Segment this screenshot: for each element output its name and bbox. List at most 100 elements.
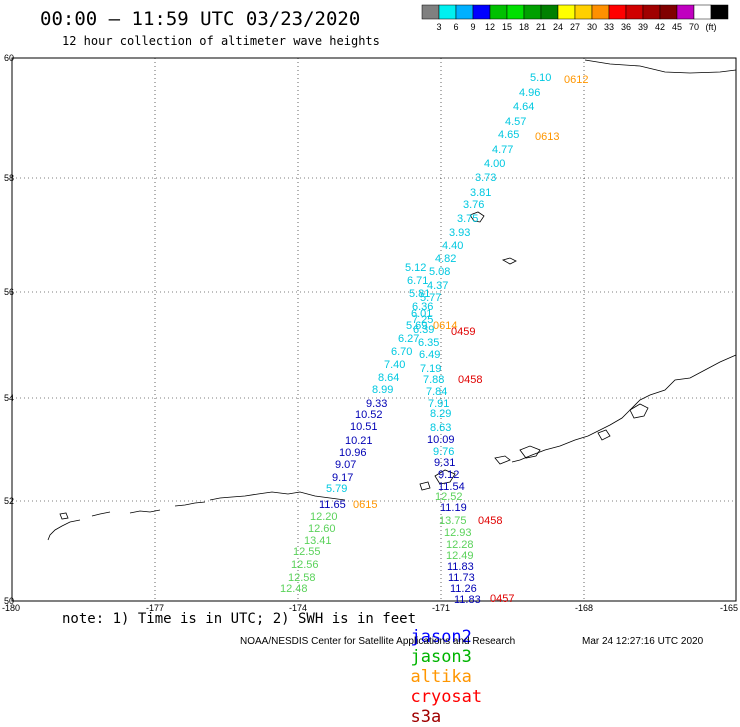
coastline-rat-islands: [129, 509, 161, 514]
lon-tick-label: -174: [289, 603, 307, 613]
wave-height-label: 3.81: [470, 187, 491, 199]
wave-height-label: 5.79: [326, 483, 347, 495]
wave-height-label: 11.83: [454, 594, 481, 606]
colorbar-swatch: [574, 4, 593, 20]
wave-height-label: 12.49: [446, 550, 474, 562]
colorbar-swatch: [421, 4, 440, 20]
wave-height-label: 12.28: [446, 539, 474, 551]
colorbar-label: 33: [604, 22, 614, 32]
wave-height-label: 3.76: [463, 199, 484, 211]
wave-height-label: 5.10: [530, 72, 551, 84]
wave-height-label: 7.40: [384, 359, 405, 371]
wave-height-label: 11.83: [447, 561, 474, 573]
colorbar-swatch: [523, 4, 542, 20]
colorbar-label: 6: [453, 22, 458, 32]
wave-height-label: 12.52: [435, 491, 463, 503]
pass-time-label: 0614: [433, 320, 457, 332]
wave-height-label: 4.57: [505, 116, 526, 128]
wave-height-label: 6.35: [418, 337, 439, 349]
colorbar-label: 12: [485, 22, 495, 32]
wave-height-label: 4.82: [435, 253, 456, 265]
map-title: 00:00 – 11:59 UTC 03/23/2020: [40, 8, 361, 30]
island-st-george: [501, 257, 517, 265]
wave-height-label: 10.21: [345, 435, 373, 447]
legend-jason2: jason2: [410, 627, 472, 647]
lat-tick-label: 54: [4, 393, 14, 403]
colorbar-label: (ft): [706, 22, 717, 32]
colorbar-swatch: [472, 4, 491, 20]
island-amukta: [419, 481, 431, 491]
wave-height-label: 7.19: [420, 363, 441, 375]
colorbar-label: 27: [570, 22, 580, 32]
lon-tick-label: -168: [575, 603, 593, 613]
wave-height-label: 12.20: [310, 511, 338, 523]
island-buldir: [59, 512, 69, 520]
colorbar-label: 42: [655, 22, 665, 32]
colorbar-swatch: [557, 4, 576, 20]
colorbar-swatch: [455, 4, 474, 20]
colorbar-swatch: [540, 4, 559, 20]
wave-height-label: 13.41: [304, 535, 332, 547]
wave-height-label: 8.63: [430, 422, 451, 434]
wave-height-label: 12.58: [288, 572, 316, 584]
timestamp-text: Mar 24 12:27:16 UTC 2020: [582, 636, 704, 647]
wave-height-label: 10.51: [350, 421, 378, 433]
colorbar-swatch: [693, 4, 712, 20]
pass-time-label: 0458: [458, 374, 482, 386]
pass-time-label: 0458: [478, 515, 502, 527]
colorbar-swatch: [506, 4, 525, 20]
wave-height-label: 9.31: [434, 457, 455, 469]
coastline-alaska-peninsula: [511, 354, 737, 463]
coastline-rat-islands-west: [91, 511, 111, 517]
wave-height-label: 12.48: [280, 583, 308, 595]
wave-height-label: 5.12: [405, 262, 426, 274]
lat-tick-label: 52: [4, 496, 14, 506]
wave-height-label: 13.75: [439, 515, 467, 527]
wave-height-label: 8.99: [372, 384, 393, 396]
axis-tick-labels: 60 58 56 54 52 50-180 -177 -174 -171 -168 -165: [2, 53, 738, 613]
wave-height-label: 5.81: [409, 288, 430, 300]
wave-height-label: 6.27: [398, 333, 419, 345]
wave-height-label: 6.49: [419, 349, 440, 361]
wave-height-label: 7.84: [426, 386, 447, 398]
lat-tick-label: 56: [4, 287, 14, 297]
wave-height-label: 5.69: [406, 320, 427, 332]
wave-height-label: 9.33: [366, 398, 387, 410]
wave-height-label: 8.64: [378, 372, 399, 384]
wave-height-label: 10.96: [339, 447, 367, 459]
island-unalaska: [519, 445, 541, 459]
colorbar-label: 30: [587, 22, 597, 32]
pass-time-label: 0459: [451, 326, 475, 338]
colorbar-swatch: [608, 4, 627, 20]
graticule: [12, 58, 736, 601]
wave-height-label: 9.07: [335, 459, 356, 471]
wave-height-label: 6.01: [411, 308, 432, 320]
wave-height-label: 4.77: [492, 144, 513, 156]
wave-height-label: 5.08: [429, 266, 450, 278]
colorbar-label: 70: [689, 22, 699, 32]
lat-tick-label: 50: [4, 596, 14, 606]
wave-height-map: 3 6 9 12 15 18 21 24 27 30 33 36 39 42 45 70 (ft) 605856…: [2, 4, 738, 613]
colorbar-label: 18: [519, 22, 529, 32]
map-frame: [11, 57, 737, 602]
lon-tick-label: -180: [2, 603, 20, 613]
coastline-delarof-islands: [174, 501, 206, 507]
wave-height-label: 5.77: [420, 292, 441, 304]
wave-height-label: 9.12: [438, 469, 459, 481]
wave-height-label: 3.73: [475, 172, 496, 184]
wave-height-label: 6.36: [412, 301, 433, 313]
wave-height-label: 4.40: [442, 240, 463, 252]
island-krenitzin: [597, 429, 611, 441]
wave-height-label: 11.26: [450, 583, 477, 595]
satellite-legend: jason2 jason3 altika cryosat s3a: [390, 607, 492, 727]
wave-height-label: 4.64: [513, 101, 534, 113]
colorbar-label: 24: [553, 22, 563, 32]
island-umnak: [494, 455, 511, 465]
legend-cryosat: cryosat: [410, 687, 483, 707]
lon-tick-label: -165: [720, 603, 738, 613]
coastline-andreanof-islands: [209, 491, 346, 501]
island-st-paul: [469, 211, 485, 223]
wave-height-label: 8.29: [430, 408, 451, 420]
colorbar-label: 15: [502, 22, 512, 32]
coastline-near-islands: [47, 519, 81, 541]
